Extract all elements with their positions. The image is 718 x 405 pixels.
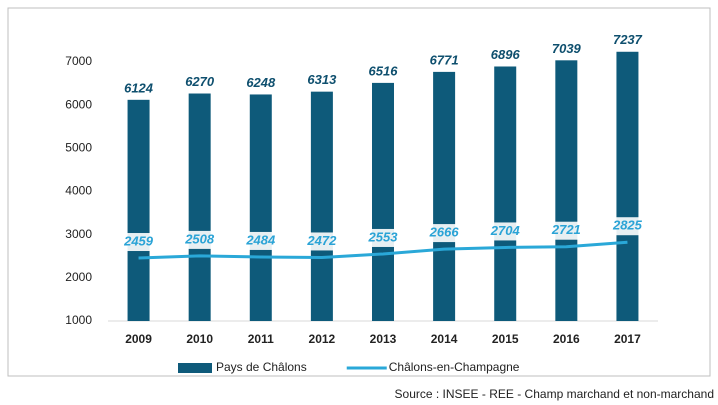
label-background [118,233,159,252]
x-tick-label: 2012 [309,332,336,346]
chart-frame [7,7,711,377]
bar [433,71,456,322]
x-tick-label: 2013 [370,332,397,346]
bar-label: 6313 [307,72,337,87]
bar [310,91,333,321]
line-label: 2825 [612,218,643,233]
y-tick-label: 2000 [65,270,92,284]
line-label: 2553 [368,229,399,244]
bar-label: 7039 [552,41,582,56]
label-background [179,230,220,249]
x-tick-label: 2009 [125,332,152,346]
legend-swatch [178,363,212,373]
bar-label: 6248 [246,75,276,90]
label-background [607,217,648,236]
bar [616,51,639,321]
x-tick-label: 2014 [431,332,458,346]
line-label: 2666 [429,225,460,240]
line [138,240,628,260]
line-label: 2721 [551,222,581,237]
line-label: 2704 [490,223,521,238]
x-tick-label: 2016 [553,332,580,346]
x-tick-label: 2010 [186,332,213,346]
bar [127,99,150,322]
legend-label: Châlons-en-Champagne [389,360,520,374]
y-tick-label: 5000 [65,141,92,155]
bar [249,94,272,321]
x-tick-label: 2017 [614,332,641,346]
line-label: 2459 [123,233,154,248]
bar [494,66,517,321]
label-background [485,222,526,241]
label-background [240,231,281,250]
bar-label: 6771 [430,52,459,67]
label-background [301,232,342,251]
label-background [424,224,465,243]
bar-label: 6124 [124,80,154,95]
source: Source : INSEE - REE - Champ marchand et… [395,387,714,401]
bar-label: 6896 [491,47,521,62]
y-tick-label: 7000 [65,54,92,68]
x-tick-label: 2015 [492,332,519,346]
y-tick-label: 4000 [65,184,92,198]
bar [555,60,578,322]
label-background [363,228,403,247]
y-tick-label: 6000 [65,97,92,111]
bar [188,93,211,322]
bar-label: 7237 [613,32,643,47]
legend-label: Pays de Châlons [216,360,307,374]
y-tick-label: 3000 [65,227,92,241]
y-tick-label: 1000 [65,313,92,327]
line-label: 2484 [245,232,276,247]
bar-label: 6270 [185,74,215,89]
line-label: 2508 [184,231,215,246]
line-label: 2472 [306,233,337,248]
bar [372,82,394,321]
label-background [546,221,587,240]
bar-label: 6516 [369,63,399,78]
x-tick-label: 2011 [248,332,274,346]
